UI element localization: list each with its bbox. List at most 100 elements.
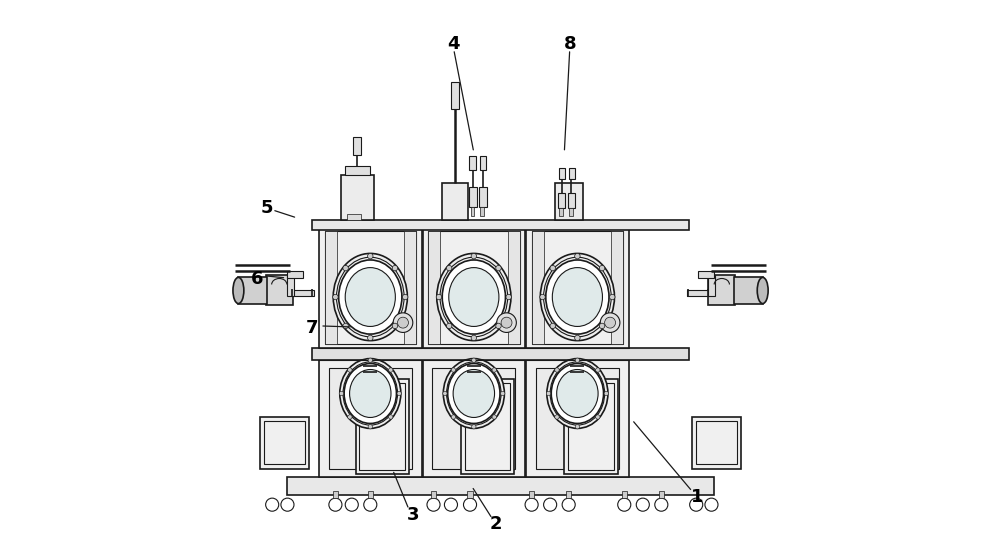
Bar xyxy=(432,368,515,469)
Circle shape xyxy=(618,498,631,511)
Bar xyxy=(431,490,436,498)
Bar xyxy=(536,368,619,469)
Circle shape xyxy=(368,425,372,429)
Circle shape xyxy=(496,323,501,329)
Bar xyxy=(404,231,416,344)
Circle shape xyxy=(575,358,580,362)
Bar xyxy=(555,183,583,220)
Circle shape xyxy=(550,265,555,271)
Bar xyxy=(319,358,422,477)
Circle shape xyxy=(497,313,516,332)
Bar xyxy=(569,168,575,179)
Circle shape xyxy=(392,265,398,271)
Circle shape xyxy=(471,253,477,259)
Bar xyxy=(469,156,476,170)
Bar xyxy=(319,229,422,348)
Circle shape xyxy=(604,391,608,396)
Circle shape xyxy=(471,335,477,341)
Circle shape xyxy=(368,358,372,362)
Bar xyxy=(479,187,487,207)
Bar xyxy=(345,166,370,175)
Bar xyxy=(687,290,709,296)
Bar xyxy=(428,231,520,344)
Text: 5: 5 xyxy=(260,199,273,217)
Circle shape xyxy=(368,253,373,259)
Bar xyxy=(356,379,409,474)
Bar xyxy=(451,82,459,109)
Text: 3: 3 xyxy=(407,506,419,524)
Circle shape xyxy=(610,294,615,300)
Circle shape xyxy=(506,294,511,300)
Circle shape xyxy=(575,335,580,341)
Circle shape xyxy=(655,498,668,511)
Circle shape xyxy=(501,391,505,396)
Circle shape xyxy=(451,415,456,419)
Bar xyxy=(692,417,741,469)
Bar xyxy=(287,271,303,278)
Bar xyxy=(559,208,563,216)
Bar xyxy=(465,383,510,470)
Circle shape xyxy=(544,498,557,511)
Bar xyxy=(659,490,664,498)
Ellipse shape xyxy=(448,364,500,423)
Text: 1: 1 xyxy=(691,488,704,506)
Ellipse shape xyxy=(340,359,401,428)
Bar xyxy=(333,490,338,498)
Ellipse shape xyxy=(540,253,614,341)
Circle shape xyxy=(492,368,496,372)
Bar xyxy=(698,271,714,278)
Ellipse shape xyxy=(350,370,391,417)
Bar xyxy=(568,193,575,208)
Circle shape xyxy=(389,415,393,419)
Circle shape xyxy=(600,313,620,332)
Circle shape xyxy=(443,391,447,396)
Text: 4: 4 xyxy=(447,34,460,53)
Bar xyxy=(292,290,314,296)
Text: 7: 7 xyxy=(306,319,318,337)
Bar xyxy=(559,168,565,179)
Circle shape xyxy=(427,498,440,511)
Circle shape xyxy=(605,317,616,328)
Circle shape xyxy=(348,368,352,372)
Bar xyxy=(353,137,361,155)
Ellipse shape xyxy=(547,359,608,428)
Circle shape xyxy=(393,313,413,332)
Bar xyxy=(423,229,525,348)
Bar xyxy=(532,231,544,344)
Bar xyxy=(574,359,581,387)
Bar xyxy=(329,368,412,469)
Bar xyxy=(564,379,618,474)
Text: 2: 2 xyxy=(489,515,502,534)
Bar xyxy=(469,187,477,207)
Circle shape xyxy=(398,317,408,328)
Bar xyxy=(366,391,374,409)
Circle shape xyxy=(446,265,452,271)
Circle shape xyxy=(329,498,342,511)
Circle shape xyxy=(444,498,457,511)
Bar xyxy=(558,193,565,208)
Circle shape xyxy=(451,368,456,372)
Bar xyxy=(708,275,715,296)
Ellipse shape xyxy=(344,364,396,423)
Circle shape xyxy=(555,368,559,372)
Circle shape xyxy=(472,425,476,429)
Bar xyxy=(611,231,623,344)
Bar xyxy=(508,231,520,344)
Text: 8: 8 xyxy=(563,34,576,53)
Circle shape xyxy=(575,253,580,259)
Circle shape xyxy=(496,265,501,271)
Circle shape xyxy=(525,498,538,511)
Bar xyxy=(470,359,478,387)
Bar xyxy=(312,348,689,360)
Bar xyxy=(467,490,473,498)
Bar xyxy=(470,391,478,409)
Ellipse shape xyxy=(449,268,499,326)
Bar xyxy=(341,175,374,220)
Ellipse shape xyxy=(339,260,402,334)
Ellipse shape xyxy=(437,253,511,341)
Bar xyxy=(526,229,629,348)
Bar xyxy=(461,379,514,474)
Bar xyxy=(442,183,468,220)
Circle shape xyxy=(550,323,555,329)
Bar xyxy=(325,231,416,344)
